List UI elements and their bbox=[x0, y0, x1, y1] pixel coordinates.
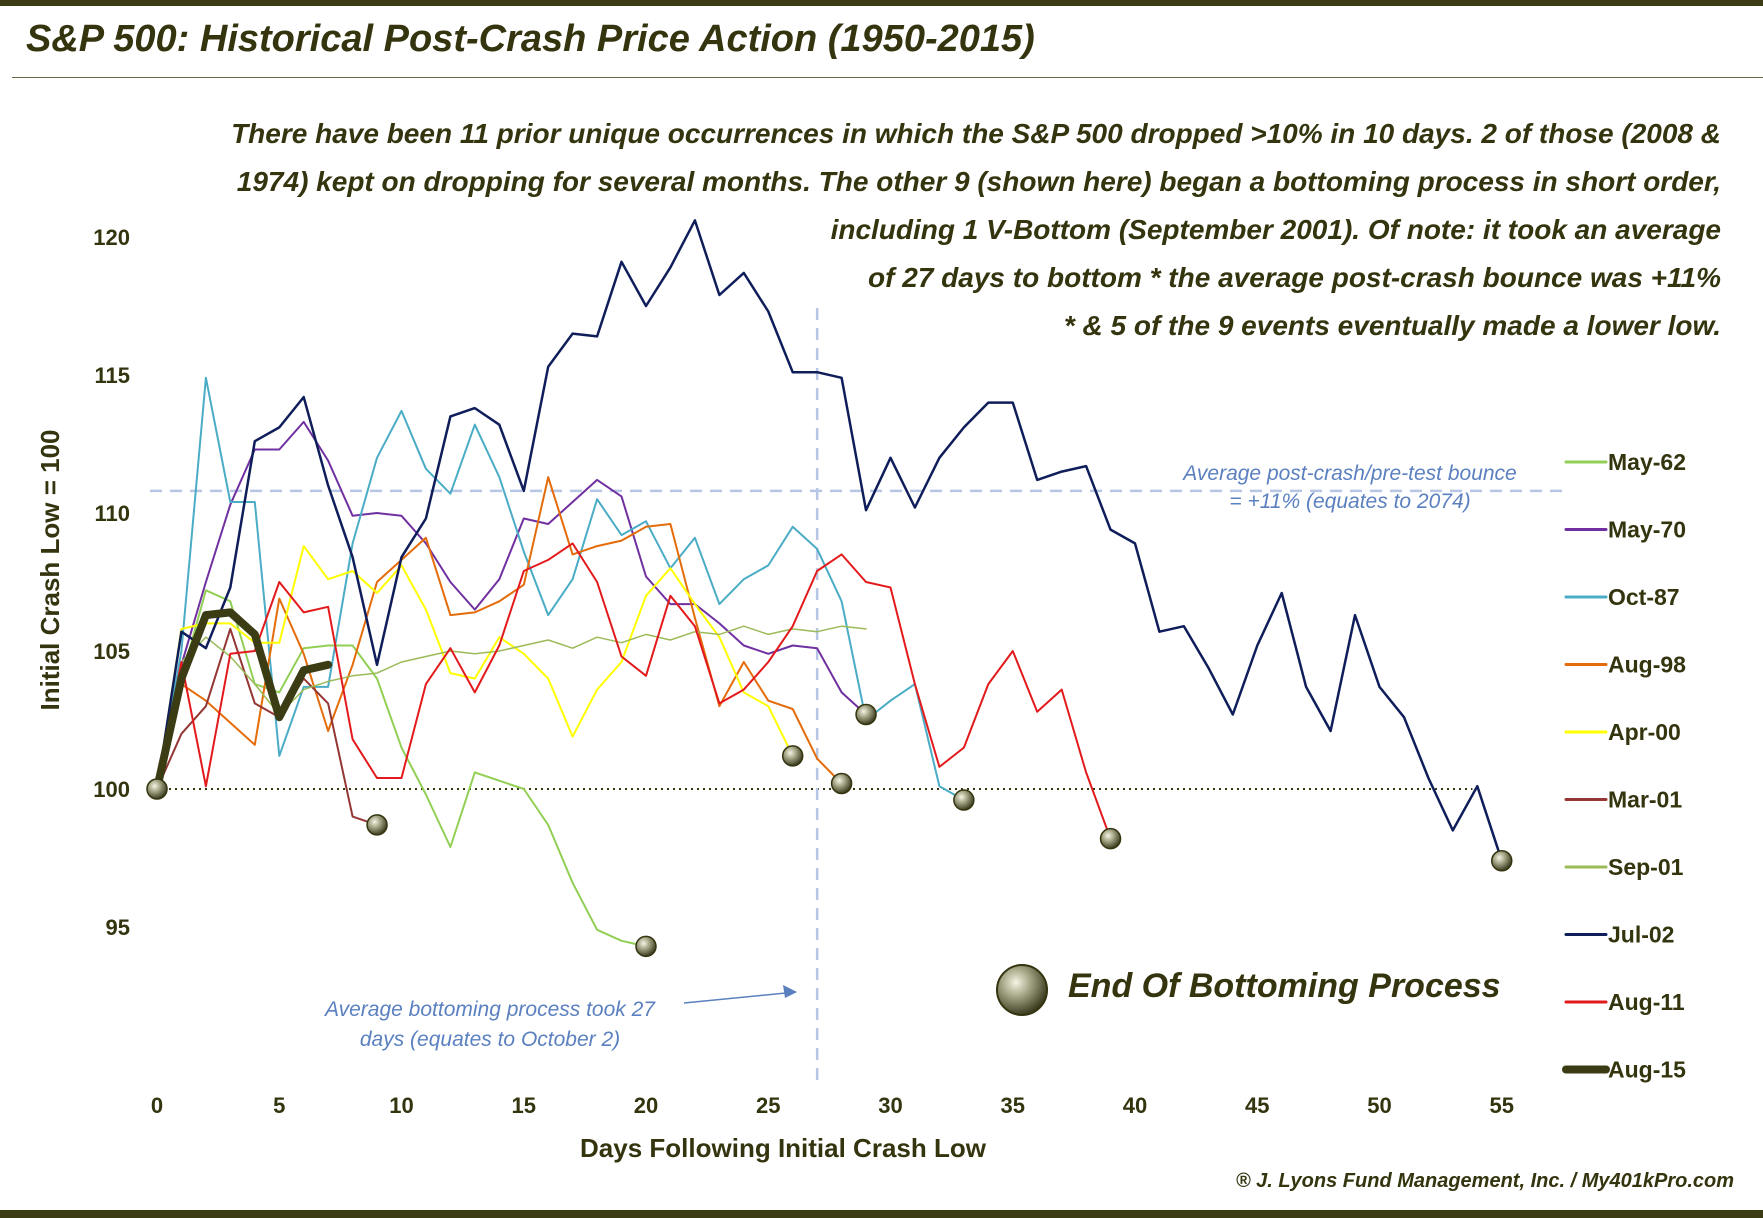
x-tick-label-45: 45 bbox=[1245, 1093, 1269, 1118]
x-tick-label-25: 25 bbox=[756, 1093, 780, 1118]
end-marker-jul-02 bbox=[1491, 850, 1513, 872]
end-marker-mar-01 bbox=[366, 814, 388, 836]
end-marker-label: End Of Bottoming Process bbox=[1068, 967, 1501, 1005]
bounce-note-line-1: Average post-crash/pre-test bounce bbox=[1183, 462, 1517, 485]
legend-label-may-70: May-70 bbox=[1608, 517, 1686, 543]
bottom-note-line-1: Average bottoming process took 27 bbox=[325, 998, 655, 1021]
annotation-line-3: including 1 V-Bottom (September 2001). O… bbox=[830, 214, 1721, 245]
series-line-aug-15 bbox=[153, 608, 333, 793]
bottom-note-arrow bbox=[683, 991, 797, 1004]
end-marker-aug-11 bbox=[1099, 827, 1122, 850]
series-line-jul-02 bbox=[155, 219, 1504, 863]
copyright: ® J. Lyons Fund Management, Inc. / My401… bbox=[1235, 1170, 1734, 1192]
series-line-may-70 bbox=[156, 420, 867, 790]
x-tick-label-10: 10 bbox=[389, 1093, 413, 1118]
series-line-aug-11 bbox=[156, 542, 1112, 840]
annotation-line-1: There have been 11 prior unique occurren… bbox=[231, 118, 1721, 149]
end-marker-aug-98 bbox=[830, 772, 853, 795]
bottom-note-line-2: days (equates to October 2) bbox=[359, 1028, 621, 1051]
y-axis-label: Initial Crash Low = 100 bbox=[35, 429, 65, 710]
x-tick-label-20: 20 bbox=[634, 1093, 658, 1118]
legend-label-oct-87: Oct-87 bbox=[1608, 584, 1680, 610]
annotation-line-4: of 27 days to bottom * the average post-… bbox=[868, 262, 1721, 293]
bottom-note: Average bottoming process took 27 days (… bbox=[280, 995, 700, 1055]
bounce-note-line-2: = +11% (equates to 2074) bbox=[1229, 490, 1471, 513]
series-line-apr-00 bbox=[156, 545, 794, 790]
bottom-border bbox=[0, 1210, 1763, 1218]
annotation-line-5: * & 5 of the 9 events eventually made a … bbox=[1063, 310, 1721, 341]
legend-label-sep-01: Sep-01 bbox=[1608, 854, 1684, 880]
series-line-aug-98 bbox=[156, 476, 843, 790]
x-tick-label-0: 0 bbox=[151, 1093, 163, 1118]
y-tick-label-105: 105 bbox=[93, 639, 130, 664]
start-marker bbox=[146, 778, 168, 800]
top-border bbox=[0, 0, 1763, 6]
x-tick-label-50: 50 bbox=[1367, 1093, 1391, 1118]
bounce-note: Average post-crash/pre-test bounce = +11… bbox=[1140, 460, 1560, 516]
legend-label-may-62: May-62 bbox=[1608, 449, 1686, 475]
legend-label-mar-01: Mar-01 bbox=[1608, 787, 1682, 813]
end-marker-apr-00 bbox=[781, 745, 804, 767]
x-tick-label-55: 55 bbox=[1490, 1093, 1514, 1118]
legend-label-aug-11: Aug-11 bbox=[1608, 989, 1685, 1015]
x-tick-label-35: 35 bbox=[1001, 1093, 1025, 1118]
end-marker-legend-icon bbox=[996, 964, 1048, 1016]
y-tick-label-110: 110 bbox=[95, 501, 131, 526]
legend-label-jul-02: Jul-02 bbox=[1608, 922, 1674, 948]
series-line-may-62 bbox=[156, 589, 647, 948]
legend-label-aug-15: Aug-15 bbox=[1608, 1057, 1686, 1083]
x-tick-label-5: 5 bbox=[273, 1093, 285, 1118]
bottom-note-arrowhead bbox=[783, 985, 797, 998]
chart-title: S&P 500: Historical Post-Crash Price Act… bbox=[26, 18, 1035, 60]
end-marker-may-70 bbox=[855, 703, 877, 726]
title-divider bbox=[12, 77, 1763, 78]
x-tick-label-15: 15 bbox=[512, 1093, 536, 1118]
legend-label-apr-00: Apr-00 bbox=[1608, 719, 1681, 745]
annotation-line-2: 1974) kept on dropping for several month… bbox=[236, 166, 1721, 197]
y-tick-label-115: 115 bbox=[95, 363, 131, 388]
x-tick-label-30: 30 bbox=[878, 1093, 902, 1118]
end-marker-oct-87 bbox=[953, 789, 975, 811]
end-marker-may-62 bbox=[635, 935, 657, 958]
series-line-oct-87 bbox=[156, 376, 965, 801]
x-tick-label-40: 40 bbox=[1123, 1093, 1147, 1118]
y-tick-label-120: 120 bbox=[93, 225, 130, 250]
legend-label-aug-98: Aug-98 bbox=[1608, 652, 1686, 678]
x-axis-label: Days Following Initial Crash Low bbox=[580, 1133, 987, 1163]
y-tick-label-95: 95 bbox=[106, 915, 130, 940]
y-tick-label-100: 100 bbox=[93, 777, 130, 802]
